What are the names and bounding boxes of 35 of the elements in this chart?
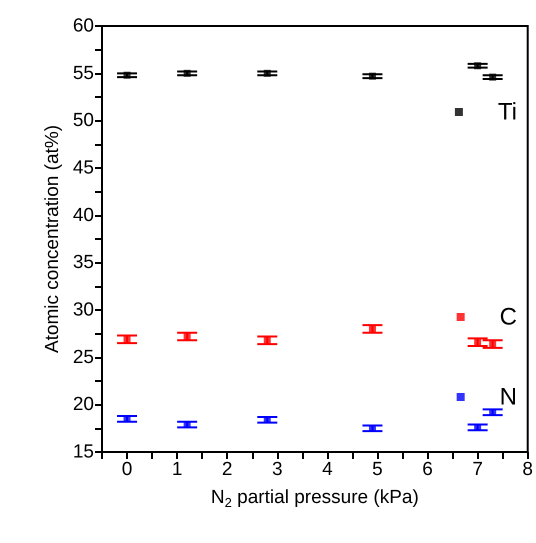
point <box>264 70 271 77</box>
point <box>124 72 131 79</box>
point <box>489 74 496 81</box>
y-tick-label: 45 <box>72 158 94 178</box>
point <box>368 72 376 80</box>
y-tick-label: 60 <box>72 16 94 36</box>
point <box>124 336 131 343</box>
point <box>368 325 376 332</box>
y-tick-label: 25 <box>72 346 94 368</box>
y-tick-label: 30 <box>72 300 94 320</box>
point <box>184 70 191 77</box>
y-tick-label: 35 <box>72 252 94 274</box>
x-tick-label: 8 <box>522 459 534 480</box>
x-tick-label: 6 <box>422 459 433 480</box>
point <box>264 336 271 344</box>
legend-label: Ti <box>498 98 518 126</box>
x-tick-label: 0 <box>122 459 132 480</box>
y-tick-label: 15 <box>72 442 94 462</box>
x-tick-label: 7 <box>472 459 483 480</box>
y-tick-label: 20 <box>72 394 94 416</box>
legend-label: C <box>500 304 518 330</box>
y-tick-label: 40 <box>72 204 94 226</box>
y-tick-label: 55 <box>72 62 94 84</box>
x-tick-label: 1 <box>172 459 182 480</box>
x-tick-label: 4 <box>322 459 334 480</box>
point <box>489 340 496 348</box>
point <box>184 333 191 340</box>
x-tick-label: 5 <box>372 459 383 480</box>
x-tick-label: 3 <box>272 459 283 480</box>
point <box>474 62 482 70</box>
point <box>474 338 482 346</box>
legend-label: N <box>500 384 518 410</box>
x-tick-label: 2 <box>222 459 232 480</box>
y-tick-label: 50 <box>72 110 94 132</box>
y-axis-title: Atomic concentration (at%) <box>42 124 63 354</box>
